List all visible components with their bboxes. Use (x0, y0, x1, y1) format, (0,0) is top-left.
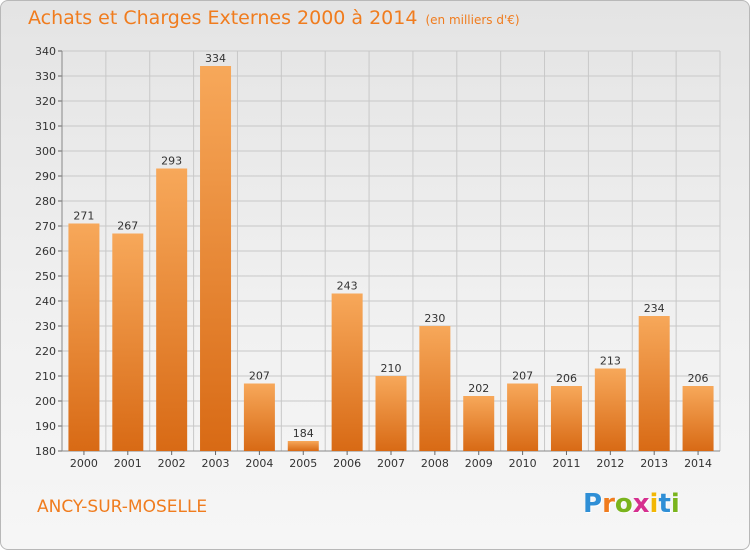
x-tick-label: 2010 (509, 457, 537, 470)
y-tick-label: 200 (35, 395, 56, 408)
bar (594, 368, 626, 451)
bar-value-label: 210 (381, 362, 402, 375)
x-tick-label: 2003 (202, 457, 230, 470)
logo-letter: t (658, 489, 671, 519)
x-tick-label: 2002 (158, 457, 186, 470)
bar (331, 293, 363, 451)
logo-letter: x (632, 489, 650, 519)
logo-letter: i (670, 489, 680, 519)
label-layer: 271 267 293 334 207 184 243 210 230 202 207 206 213 2… (73, 52, 708, 440)
x-tick-label: 2009 (465, 457, 493, 470)
x-tick-label: 2014 (684, 457, 712, 470)
x-tick-label: 2011 (552, 457, 580, 470)
y-tick-label: 280 (35, 195, 56, 208)
bar-value-label: 202 (468, 382, 489, 395)
y-tick-label: 330 (35, 70, 56, 83)
x-tick-label: 2008 (421, 457, 449, 470)
bar (243, 383, 275, 451)
bar (419, 326, 451, 451)
bar-layer (68, 66, 714, 451)
y-tick-label: 300 (35, 145, 56, 158)
logo-letter: o (614, 489, 633, 519)
y-tick-label: 340 (35, 45, 56, 58)
bar (375, 376, 407, 451)
bar-value-label: 184 (293, 427, 314, 440)
y-tick-label: 290 (35, 170, 56, 183)
logo-letter: i (649, 489, 659, 519)
x-tick-label: 2004 (245, 457, 273, 470)
bar-value-label: 207 (512, 370, 533, 383)
y-tick-label: 250 (35, 270, 56, 283)
bar-value-label: 234 (644, 302, 665, 315)
y-tick-label: 240 (35, 295, 56, 308)
bar (463, 396, 495, 451)
x-tick-label: 2007 (377, 457, 405, 470)
bar-value-label: 206 (688, 372, 709, 385)
y-tick-label: 180 (35, 445, 56, 458)
bar (287, 441, 319, 451)
chart-title: Achats et Charges Externes 2000 à 2014 (e… (28, 7, 520, 29)
y-tick-label: 210 (35, 370, 56, 383)
logo-letter: P (583, 489, 603, 519)
bar-value-label: 230 (424, 312, 445, 325)
logo-letter: r (602, 489, 615, 519)
bar-value-label: 206 (556, 372, 577, 385)
x-tick-label: 2001 (114, 457, 142, 470)
y-tick-label: 190 (35, 420, 56, 433)
x-tick-label: 2005 (289, 457, 317, 470)
bar-value-label: 213 (600, 355, 621, 368)
bar (156, 168, 188, 451)
bar (112, 233, 144, 451)
town-name: ANCY-SUR-MOSELLE (37, 497, 208, 517)
y-tick-label: 270 (35, 220, 56, 233)
bar (550, 386, 582, 451)
y-tick-label: 220 (35, 345, 56, 358)
chart-subtitle: (en milliers d'€) (425, 13, 520, 27)
x-tick-label: 2012 (596, 457, 624, 470)
bar-value-label: 271 (73, 210, 94, 223)
bar (638, 316, 670, 451)
bar-value-label: 334 (205, 52, 226, 65)
x-tick-label: 2013 (640, 457, 668, 470)
bar (68, 223, 100, 451)
bar (200, 66, 232, 451)
y-tick-label: 230 (35, 320, 56, 333)
bar-value-label: 293 (161, 155, 182, 168)
y-tick-label: 260 (35, 245, 56, 258)
x-tick-label: 2006 (333, 457, 361, 470)
bar (507, 383, 539, 451)
chart-title-text: Achats et Charges Externes 2000 à 2014 (28, 7, 418, 29)
x-tick-label: 2000 (70, 457, 98, 470)
y-tick-label: 310 (35, 120, 56, 133)
y-tick-label: 320 (35, 95, 56, 108)
bar-value-label: 207 (249, 370, 270, 383)
bar-value-label: 243 (337, 280, 358, 293)
proxiti-logo: Proxiti (583, 489, 680, 519)
bar-value-label: 267 (117, 220, 138, 233)
bar (682, 386, 714, 451)
